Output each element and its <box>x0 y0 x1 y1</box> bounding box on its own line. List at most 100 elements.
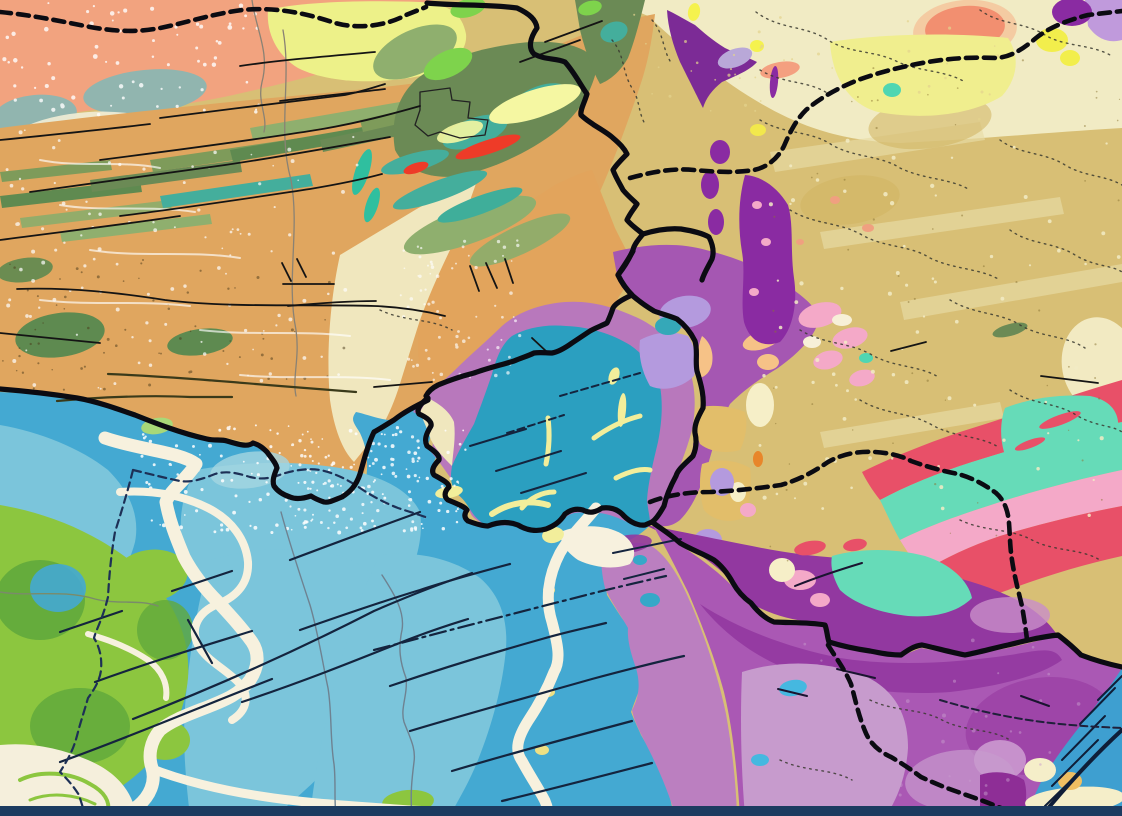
purple-band-right <box>739 175 796 345</box>
speckle-dot <box>38 306 41 309</box>
speckle-dot <box>141 433 145 436</box>
speckle-dot <box>889 201 895 206</box>
fault-ne-belt-2 <box>519 39 581 63</box>
speckle-dot <box>791 58 794 61</box>
speckle-dot <box>242 27 245 30</box>
speckle-dot <box>904 747 908 751</box>
speckle-dot <box>308 454 312 458</box>
speckle-dot <box>233 427 236 431</box>
speckle-dot <box>833 777 836 780</box>
speckle-dot <box>518 334 522 338</box>
speckle-dot <box>213 150 217 155</box>
speckle-dot <box>1031 645 1035 649</box>
speckle-dot <box>148 339 152 343</box>
salmon-dot-1 <box>830 196 840 204</box>
speckle-dot <box>88 212 91 216</box>
pale-band-2 <box>820 197 1064 249</box>
sage-nw <box>373 24 457 80</box>
teal-spot-mauve-1 <box>640 593 660 607</box>
sage-fringe-2 <box>469 213 571 267</box>
speckle-dot <box>993 759 996 763</box>
speckle-dot <box>487 358 491 362</box>
speckle-dot <box>2 360 4 362</box>
speckle-dot <box>341 466 345 469</box>
speckle-dot <box>164 322 168 326</box>
speckle-dot <box>348 428 353 433</box>
speckle-dot <box>695 61 699 65</box>
speckle-dot <box>922 315 926 318</box>
green-ne-blob-1 <box>112 549 188 603</box>
speckle-dot <box>259 378 264 383</box>
purple-sliver-1 <box>769 66 779 98</box>
salmon-dot-2 <box>862 224 874 232</box>
speckle-dot <box>13 266 16 269</box>
speckle-dot <box>272 164 275 167</box>
speckle-dot <box>1047 672 1051 676</box>
speckle-dot <box>25 314 29 318</box>
speckle-dot <box>303 448 307 452</box>
fault-tick-4 <box>281 262 292 282</box>
speckle-dot <box>408 498 411 501</box>
speckle-dot <box>254 424 257 427</box>
speckle-dot <box>927 84 931 88</box>
teal-patch-3 <box>600 21 628 43</box>
speckle-dot <box>1009 730 1013 733</box>
speckle-dot <box>709 109 712 112</box>
speckle-dot <box>970 638 975 643</box>
speckle-dot <box>253 525 258 530</box>
speckle-dot <box>327 526 330 530</box>
speckle-dot <box>152 221 155 224</box>
speckle-dot <box>182 181 186 185</box>
speckle-dot <box>373 524 377 528</box>
fault-belt-8 <box>16 287 446 317</box>
emerald-2 <box>364 187 380 223</box>
speckle-dot <box>174 25 178 29</box>
speckle-dot <box>427 357 431 361</box>
white-vein-3 <box>89 249 241 259</box>
speckle-dot <box>416 439 420 443</box>
speckle-dot <box>968 779 972 782</box>
speckle-dot <box>815 178 820 182</box>
speckle-dot <box>455 510 458 513</box>
speckle-dot <box>113 382 117 386</box>
speckle-dot <box>440 484 444 488</box>
pink-bit-2 <box>810 593 830 607</box>
speckle-dot <box>410 527 414 531</box>
admin-gray-green <box>0 591 159 607</box>
speckle-dot <box>124 328 127 331</box>
mauve-south <box>601 542 737 816</box>
speckle-dot <box>1077 439 1080 442</box>
speckle-dot <box>429 260 433 264</box>
speckle-dot <box>275 324 278 327</box>
speckle-dot <box>811 380 815 385</box>
speckle-dot <box>370 501 373 504</box>
speckle-dot <box>1039 699 1043 703</box>
speckle-dot <box>989 254 994 259</box>
fault-basin-4 <box>240 617 470 704</box>
speckle-dot <box>1002 438 1006 442</box>
border-dashed-mid-east <box>647 449 1030 643</box>
speckle-dot <box>41 260 46 265</box>
speckle-dot <box>437 508 441 513</box>
speckle-dot <box>803 642 807 646</box>
speckle-dot <box>317 445 320 448</box>
speckle-dot <box>734 73 737 76</box>
speckle-dot <box>327 454 330 457</box>
pale-band-3 <box>900 264 1122 320</box>
speckle-dot <box>1092 478 1095 482</box>
speckle-dot <box>269 429 272 432</box>
speckle-dot <box>258 182 262 186</box>
speckle-dot <box>198 453 201 456</box>
admin-gray-blue-2 <box>381 574 416 816</box>
speckle-dot <box>260 353 264 357</box>
purple-trail-1 <box>710 140 730 164</box>
speckle-dot <box>195 509 199 513</box>
speckle-dot <box>277 313 281 318</box>
speckle-dot <box>239 232 242 235</box>
speckle-dot <box>238 356 241 359</box>
speckle-dot <box>202 62 207 67</box>
speckle-dot <box>63 295 67 299</box>
yellow-ribbon-y2 <box>519 489 557 511</box>
speckle-dot <box>23 129 26 132</box>
